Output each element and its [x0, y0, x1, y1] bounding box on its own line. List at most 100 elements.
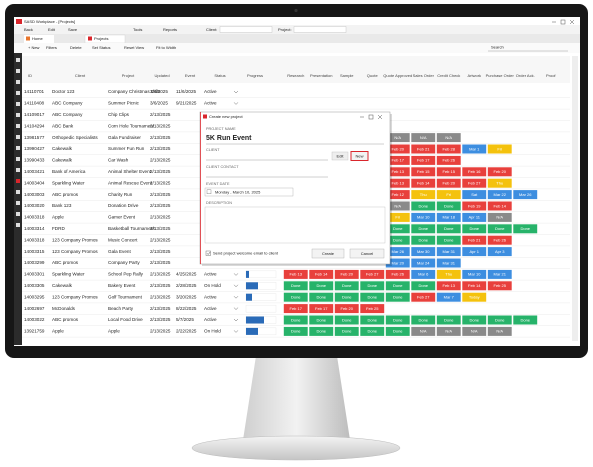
stage-cell[interactable]: [436, 201, 461, 211]
stage-cell[interactable]: [436, 247, 461, 257]
stage-cell[interactable]: [487, 144, 512, 154]
toolbar-edit[interactable]: Edit: [48, 27, 56, 32]
status-dropdown[interactable]: [233, 102, 239, 105]
stage-cell[interactable]: [411, 315, 436, 325]
stage-label[interactable]: Done: [393, 226, 403, 231]
project-id[interactable]: 14003299: [24, 260, 45, 265]
sidebar-icon[interactable]: [16, 113, 20, 117]
stage-label[interactable]: Done: [367, 283, 377, 288]
sidebar-icon[interactable]: [16, 212, 20, 216]
stage-label[interactable]: Done: [393, 294, 403, 299]
edit-button[interactable]: [331, 151, 349, 161]
edit-button-label[interactable]: Edit: [337, 153, 345, 158]
stage-cell[interactable]: [411, 258, 436, 268]
stage-cell[interactable]: [385, 155, 410, 165]
stage-cell[interactable]: [385, 292, 410, 302]
stage-label[interactable]: Done: [367, 329, 377, 334]
project-id[interactable]: 14003295: [24, 294, 45, 299]
stage-label[interactable]: Done: [418, 226, 428, 231]
stage-label[interactable]: Feb 19: [468, 203, 481, 208]
stage-label[interactable]: N/A: [496, 329, 503, 334]
stage-cell[interactable]: [436, 326, 461, 336]
dialog-maximize[interactable]: [368, 114, 374, 120]
project-id[interactable]: 13990427: [24, 146, 45, 151]
stage-label[interactable]: Done: [316, 317, 326, 322]
stage-cell[interactable]: [283, 292, 308, 302]
stage-label[interactable]: Feb 15: [443, 169, 456, 174]
stage-cell[interactable]: [411, 224, 436, 234]
stage-label[interactable]: Fri: [395, 215, 400, 220]
stage-label[interactable]: Feb 26: [494, 237, 507, 242]
stage-label[interactable]: Mar 10: [417, 215, 430, 220]
stage-label[interactable]: Thu: [445, 272, 452, 277]
stage-cell[interactable]: [309, 304, 334, 314]
action-set-status[interactable]: Set Status: [92, 45, 110, 50]
stage-cell[interactable]: [436, 178, 461, 188]
stage-label[interactable]: Done: [495, 317, 505, 322]
project-id[interactable]: 14003020: [24, 203, 45, 208]
stage-cell[interactable]: [513, 315, 538, 325]
stage-label[interactable]: Done: [444, 317, 454, 322]
stage-label[interactable]: Mar 20: [392, 260, 405, 265]
stage-label[interactable]: N/A: [420, 135, 427, 140]
stage-label[interactable]: Fri: [446, 192, 451, 197]
stage-cell[interactable]: [436, 315, 461, 325]
project-id[interactable]: 14003318: [24, 215, 45, 220]
project-id[interactable]: 14110701: [24, 89, 45, 94]
client-select[interactable]: [219, 26, 273, 33]
stage-cell[interactable]: [360, 304, 385, 314]
stage-cell[interactable]: [462, 224, 487, 234]
stage-cell[interactable]: [436, 133, 461, 143]
stage-label[interactable]: Feb 13: [392, 180, 405, 185]
sidebar-icon[interactable]: [16, 80, 20, 84]
stage-label[interactable]: N/A: [394, 135, 401, 140]
stage-cell[interactable]: [309, 269, 334, 279]
stage-label[interactable]: Done: [393, 237, 403, 242]
stage-cell[interactable]: [334, 292, 359, 302]
stage-cell[interactable]: [385, 167, 410, 177]
stage-cell[interactable]: [436, 167, 461, 177]
stage-cell[interactable]: [462, 144, 487, 154]
stage-cell[interactable]: [283, 315, 308, 325]
stage-label[interactable]: Done: [291, 294, 301, 299]
stage-label[interactable]: Feb 13: [290, 272, 303, 277]
action-reset-view[interactable]: Reset View: [124, 45, 144, 50]
stage-label[interactable]: Mar 1: [469, 146, 480, 151]
project-id[interactable]: 13981577: [24, 135, 45, 140]
dialog-close[interactable]: [377, 114, 383, 120]
stage-label[interactable]: Done: [418, 283, 428, 288]
stage-cell[interactable]: [309, 315, 334, 325]
stage-cell[interactable]: [462, 292, 487, 302]
stage-label[interactable]: Done: [291, 329, 301, 334]
stage-label[interactable]: Feb 16: [468, 169, 481, 174]
stage-label[interactable]: Feb 14: [417, 180, 430, 185]
column-header[interactable]: Quote Approved: [383, 73, 412, 78]
stage-label[interactable]: Done: [342, 317, 352, 322]
column-header[interactable]: Purchase Order: [486, 73, 515, 78]
column-header[interactable]: Artwork: [467, 73, 481, 78]
stage-label[interactable]: N/A: [394, 203, 401, 208]
action-delete[interactable]: Delete: [70, 45, 82, 50]
stage-label[interactable]: Apr 1: [469, 249, 479, 254]
stage-label[interactable]: Done: [469, 317, 479, 322]
column-header[interactable]: Order Ack.: [516, 73, 535, 78]
toolbar-back[interactable]: Back: [24, 27, 33, 32]
stage-label[interactable]: Feb 13: [392, 169, 405, 174]
stage-cell[interactable]: [283, 304, 308, 314]
status-dropdown[interactable]: [233, 318, 239, 322]
stage-label[interactable]: Done: [520, 317, 530, 322]
toolbar-reports[interactable]: Reports: [163, 27, 177, 32]
stage-cell[interactable]: [462, 326, 487, 336]
stage-cell[interactable]: [487, 167, 512, 177]
stage-cell[interactable]: [462, 167, 487, 177]
event-date-input[interactable]: [204, 187, 294, 197]
project-id[interactable]: 14003003: [24, 192, 45, 197]
event-date-checkbox[interactable]: [206, 189, 212, 195]
stage-cell[interactable]: [385, 326, 410, 336]
stage-cell[interactable]: [385, 258, 410, 268]
search-placeholder[interactable]: Search: [491, 45, 504, 50]
project-id[interactable]: 13921759: [24, 329, 45, 334]
stage-label[interactable]: Feb 25: [494, 283, 507, 288]
tab-home-label[interactable]: Home: [32, 36, 43, 41]
stage-cell[interactable]: [309, 292, 334, 302]
